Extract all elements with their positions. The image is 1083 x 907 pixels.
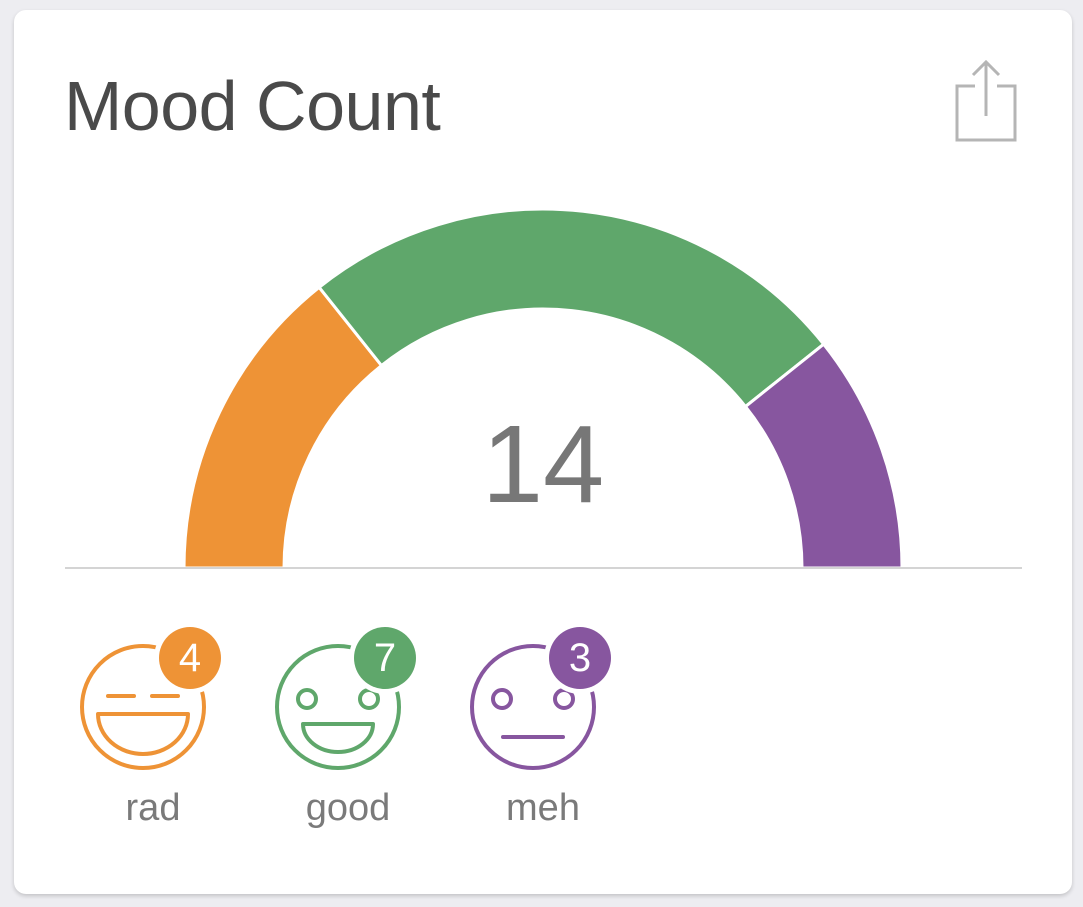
share-icon (955, 59, 1017, 142)
mood-label-meh: meh (506, 787, 580, 829)
gauge-segments (182, 207, 904, 570)
count-badge-value: 7 (354, 627, 416, 689)
rad-face-icon (80, 644, 206, 770)
mood-item-meh[interactable]: 3 meh (453, 622, 633, 852)
mood-item-rad[interactable]: 4 rad (63, 622, 243, 852)
count-badge-good: 7 (349, 622, 421, 694)
count-badge-meh: 3 (544, 622, 616, 694)
gauge-segment-good (317, 207, 826, 409)
mood-label-good: good (305, 787, 391, 829)
count-badge-rad: 4 (154, 622, 226, 694)
good-face-icon (275, 644, 401, 770)
mood-count-card: Mood Count 14 4 rad (14, 10, 1072, 894)
count-badge-value: 3 (549, 627, 611, 689)
mood-label-rad: rad (125, 787, 181, 829)
share-button[interactable] (951, 58, 1021, 142)
mood-item-good[interactable]: 7 good (258, 622, 438, 852)
card-title: Mood Count (64, 67, 441, 145)
mood-gauge-chart (65, 207, 1022, 570)
count-badge-value: 4 (159, 627, 221, 689)
total-count: 14 (481, 403, 605, 526)
